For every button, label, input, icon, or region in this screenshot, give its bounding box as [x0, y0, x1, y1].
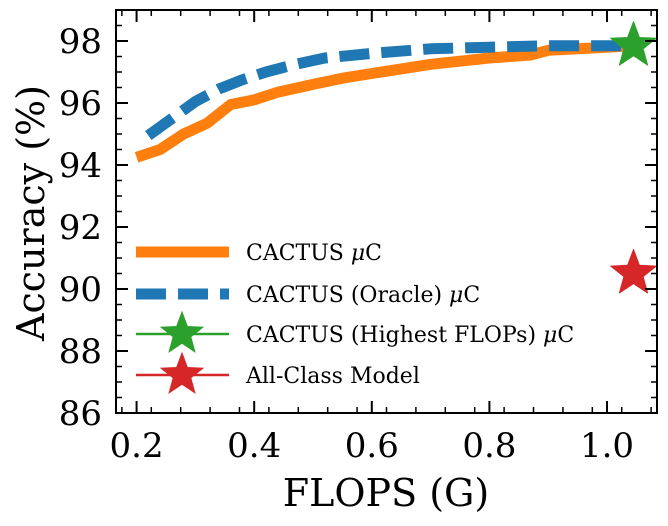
legend-label-all-class-model: All-Class Model — [245, 364, 420, 389]
x-axis-title: FLOPS (G) — [283, 471, 489, 515]
x-tick-label: 0.8 — [462, 426, 516, 466]
legend-star-all-class-model — [159, 351, 205, 394]
star-marker-cactus-highest-flops-c — [610, 21, 657, 66]
legend-handles — [136, 246, 229, 394]
x-tick-label: 0.2 — [110, 426, 164, 466]
y-tick-label: 98 — [59, 22, 102, 62]
y-tick-label: 90 — [59, 270, 102, 310]
star-marker-all-class-model — [610, 249, 657, 294]
y-tick-labels: 86 88 90 92 94 96 98 — [59, 22, 102, 434]
legend-label-cactus: CACTUS μC — [246, 241, 382, 266]
series-line-cactus-c — [134, 40, 631, 163]
series-layer — [134, 21, 657, 294]
y-tick-label: 92 — [59, 208, 102, 248]
legend-label-cactus-oracle: CACTUS (Oracle) μC — [246, 283, 480, 308]
series-line-cactus-oracle-c — [145, 40, 631, 140]
y-tick-label: 96 — [59, 84, 102, 124]
legend-label-cactus-highest-flops: CACTUS (Highest FLOPs) μC — [246, 323, 574, 348]
y-tick-label: 86 — [59, 394, 102, 434]
x-tick-label: 0.4 — [227, 426, 281, 466]
axis-ticks — [116, 10, 657, 414]
y-tick-label: 88 — [59, 332, 102, 372]
legend: CACTUS μC CACTUS (Oracle) μC CACTUS (Hig… — [136, 241, 574, 394]
y-tick-label: 94 — [59, 146, 102, 186]
x-tick-label: 0.6 — [345, 426, 399, 466]
x-tick-labels: 0.2 0.4 0.6 0.8 1.0 — [110, 426, 635, 466]
y-axis-title: Accuracy (%) — [9, 85, 53, 342]
legend-star-cactus-highest-flops-c — [159, 310, 205, 353]
x-tick-label: 1.0 — [580, 426, 634, 466]
